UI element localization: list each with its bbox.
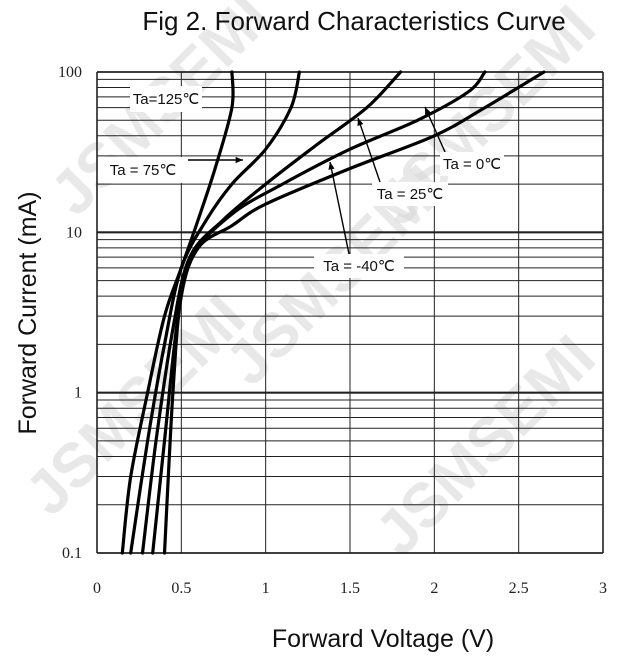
watermark-3: JSMSEMI	[12, 282, 258, 528]
y-tick-label-2: 10	[66, 224, 82, 241]
x-tick-label-0: 0	[93, 580, 101, 597]
annotation-leader-3	[424, 106, 446, 153]
annotation-label-3: Ta = 0℃	[443, 156, 501, 173]
series-line-4	[162, 70, 546, 555]
annotation-box-1	[98, 157, 188, 183]
series-line-3	[151, 70, 487, 555]
annotation-box-0	[130, 86, 202, 112]
annotation-label-1: Ta = 75℃	[110, 162, 176, 179]
tick-layer: 0 0.5 1 1.5 2 2.5 3 0.1 1 10 100	[58, 64, 607, 597]
annotation-arrowhead-2	[357, 118, 364, 126]
annotation-label-0: Ta=125℃	[133, 91, 199, 108]
series-layer	[120, 70, 546, 555]
watermark-4: JSMSEMI	[362, 322, 608, 568]
annotation-layer: Ta=125℃ Ta = 75℃ Ta = 25℃Ta = 0℃ Ta = -40℃	[98, 86, 504, 278]
x-tick-label-5: 2.5	[509, 580, 529, 597]
x-tick-label-4: 2	[430, 580, 438, 597]
x-axis-title: Forward Voltage (V)	[272, 625, 494, 653]
y-axis-title: Forward Current (mA)	[14, 191, 42, 434]
annotation-leader-2	[357, 117, 381, 183]
x-tick-label-1: 0.5	[171, 580, 191, 597]
annotation-arrowhead-3	[425, 107, 431, 115]
y-tick-label-0: 0.1	[62, 545, 82, 562]
annotation-box-2	[372, 182, 448, 206]
y-tick-label-1: 1	[74, 385, 82, 402]
annotation-arrowhead-4	[328, 162, 335, 170]
annotation-label-4: Ta = -40℃	[323, 258, 394, 275]
annotation-arrowhead-1	[235, 156, 243, 164]
annotation-label-2: Ta = 25℃	[377, 186, 443, 203]
annotation-box-4	[314, 254, 404, 278]
x-tick-label-3: 1.5	[340, 580, 360, 597]
x-tick-label-2: 1	[262, 580, 270, 597]
annotation-leader-4	[329, 161, 350, 255]
series-line-1	[129, 70, 301, 555]
grid-layer	[96, 71, 604, 554]
y-tick-label-3: 100	[58, 64, 82, 81]
chart-title: Fig 2. Forward Characteristics Curve	[142, 6, 565, 36]
annotation-box-3	[440, 152, 504, 176]
x-tick-label-6: 3	[599, 580, 607, 597]
